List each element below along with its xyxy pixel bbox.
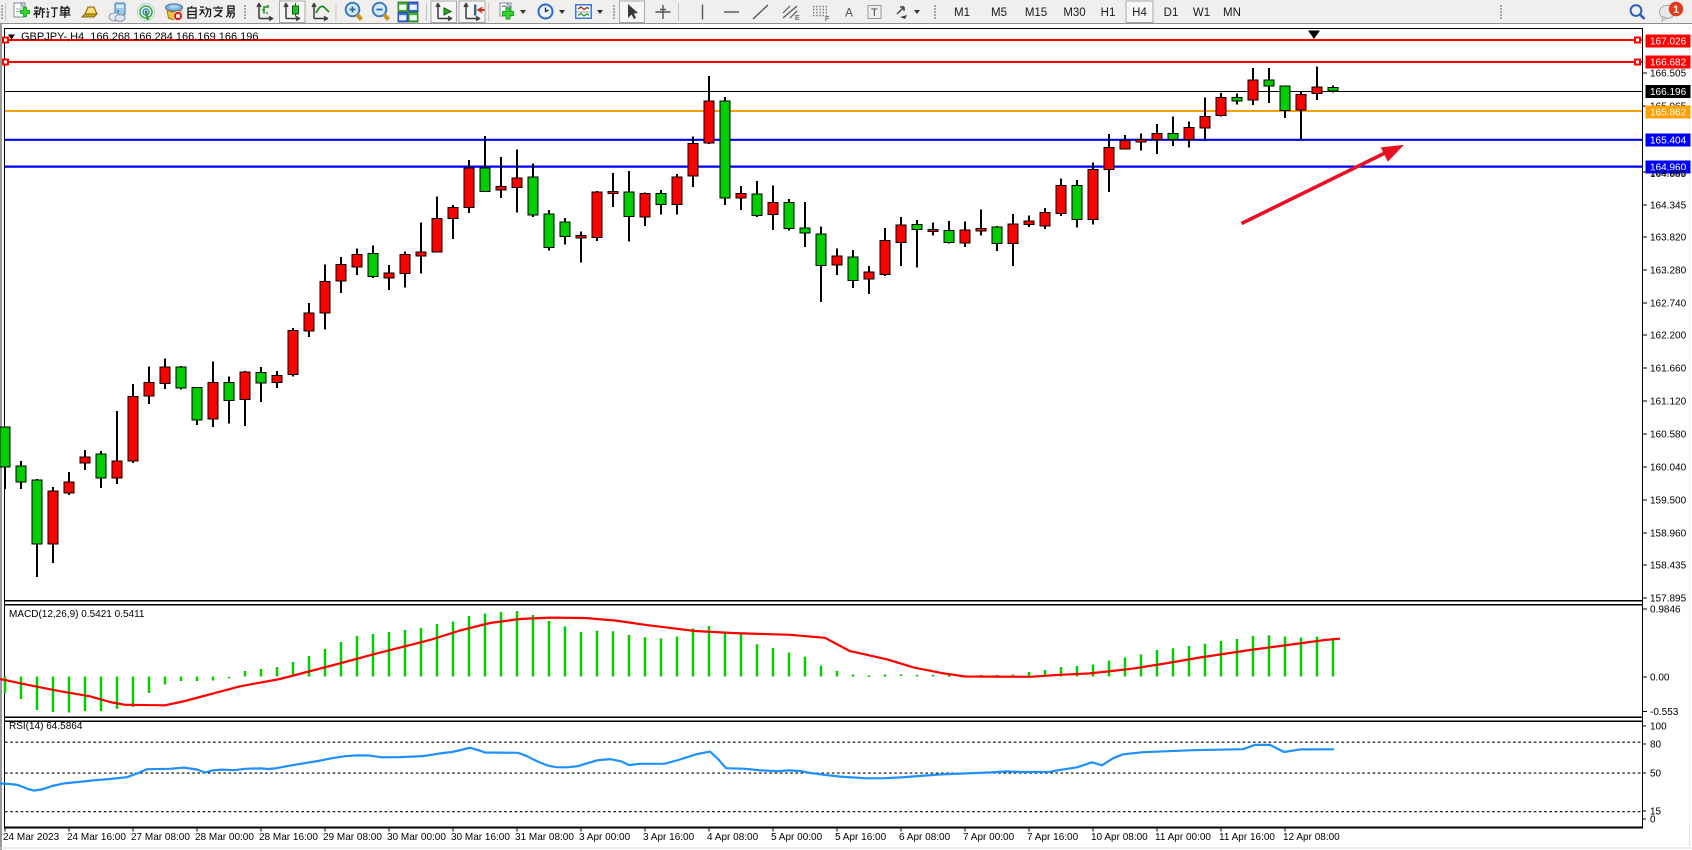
svg-text:161.120: 161.120 xyxy=(1650,397,1687,408)
svg-text:165.404: 165.404 xyxy=(1650,136,1687,147)
svg-text:162.740: 162.740 xyxy=(1650,299,1687,310)
svg-text:12 Apr 08:00: 12 Apr 08:00 xyxy=(1283,832,1340,843)
svg-text:0.9846: 0.9846 xyxy=(1650,605,1681,616)
svg-text:H1: H1 xyxy=(1101,7,1116,19)
svg-text:3 Apr 00:00: 3 Apr 00:00 xyxy=(579,832,631,843)
svg-text:H4: H4 xyxy=(1132,7,1147,19)
svg-text:7 Apr 00:00: 7 Apr 00:00 xyxy=(963,832,1015,843)
svg-text:167.026: 167.026 xyxy=(1650,37,1687,48)
svg-text:RSI(14) 64.5864: RSI(14) 64.5864 xyxy=(9,721,83,732)
svg-text:30 Mar 00:00: 30 Mar 00:00 xyxy=(387,832,446,843)
svg-text:M1: M1 xyxy=(954,7,970,19)
svg-text:164.960: 164.960 xyxy=(1650,163,1687,174)
svg-text:29 Mar 08:00: 29 Mar 08:00 xyxy=(323,832,382,843)
svg-text:166.505: 166.505 xyxy=(1650,69,1687,80)
svg-text:50: 50 xyxy=(1650,769,1662,780)
svg-text:T: T xyxy=(871,7,878,19)
svg-text:5 Apr 16:00: 5 Apr 16:00 xyxy=(835,832,887,843)
svg-text:E: E xyxy=(795,15,800,22)
svg-text:164.885: 164.885 xyxy=(1650,169,1687,180)
svg-text:W1: W1 xyxy=(1193,7,1210,19)
svg-text:F: F xyxy=(825,16,829,23)
svg-text:M15: M15 xyxy=(1025,7,1047,19)
svg-text:30 Mar 16:00: 30 Mar 16:00 xyxy=(451,832,510,843)
svg-text:0: 0 xyxy=(1650,815,1656,826)
svg-text:24 Mar 2023: 24 Mar 2023 xyxy=(3,832,60,843)
svg-text:28 Mar 00:00: 28 Mar 00:00 xyxy=(195,832,254,843)
svg-text:A: A xyxy=(845,6,853,20)
svg-text:165.862: 165.862 xyxy=(1650,108,1687,119)
svg-text:3 Apr 16:00: 3 Apr 16:00 xyxy=(643,832,695,843)
svg-text:162.200: 162.200 xyxy=(1650,331,1687,342)
svg-text:160.040: 160.040 xyxy=(1650,463,1687,474)
svg-text:80: 80 xyxy=(1650,740,1662,751)
svg-text:11 Apr 16:00: 11 Apr 16:00 xyxy=(1219,832,1275,843)
svg-text:10 Apr 08:00: 10 Apr 08:00 xyxy=(1091,832,1148,843)
svg-text:11 Apr 00:00: 11 Apr 00:00 xyxy=(1155,832,1211,843)
svg-text:163.820: 163.820 xyxy=(1650,233,1687,244)
svg-text:158.960: 158.960 xyxy=(1650,529,1687,540)
svg-text:4 Apr 08:00: 4 Apr 08:00 xyxy=(707,832,759,843)
svg-text:MN: MN xyxy=(1223,7,1241,19)
svg-text:164.345: 164.345 xyxy=(1650,201,1687,212)
svg-text:1: 1 xyxy=(1673,4,1679,16)
svg-text:158.435: 158.435 xyxy=(1650,561,1687,572)
svg-text:15: 15 xyxy=(1650,807,1662,818)
svg-text:166.682: 166.682 xyxy=(1650,58,1687,69)
svg-text:M30: M30 xyxy=(1063,7,1085,19)
svg-text:GBPJPY-,H4 166.268 166.284 16: GBPJPY-,H4 166.268 166.284 166.169 166.1… xyxy=(21,31,259,43)
svg-text:5 Apr 00:00: 5 Apr 00:00 xyxy=(771,832,823,843)
svg-text:-0.553: -0.553 xyxy=(1650,707,1679,718)
svg-text:0.00: 0.00 xyxy=(1650,673,1670,684)
svg-text:6 Apr 08:00: 6 Apr 08:00 xyxy=(899,832,951,843)
svg-text:163.280: 163.280 xyxy=(1650,266,1687,277)
svg-text:7 Apr 16:00: 7 Apr 16:00 xyxy=(1027,832,1079,843)
svg-text:28 Mar 16:00: 28 Mar 16:00 xyxy=(259,832,318,843)
svg-text:100: 100 xyxy=(1650,722,1667,733)
svg-text:166.196: 166.196 xyxy=(1650,87,1687,98)
svg-text:M5: M5 xyxy=(991,7,1007,19)
svg-text:161.660: 161.660 xyxy=(1650,364,1687,375)
svg-text:160.580: 160.580 xyxy=(1650,430,1687,441)
svg-text:27 Mar 08:00: 27 Mar 08:00 xyxy=(131,832,190,843)
svg-text:MACD(12,26,9) 0.5421 0.5411: MACD(12,26,9) 0.5421 0.5411 xyxy=(9,609,145,620)
svg-text:157.895: 157.895 xyxy=(1650,594,1687,605)
svg-text:24 Mar 16:00: 24 Mar 16:00 xyxy=(67,832,126,843)
svg-text:159.500: 159.500 xyxy=(1650,496,1687,507)
svg-text:31 Mar 08:00: 31 Mar 08:00 xyxy=(515,832,574,843)
svg-text:D1: D1 xyxy=(1164,7,1179,19)
